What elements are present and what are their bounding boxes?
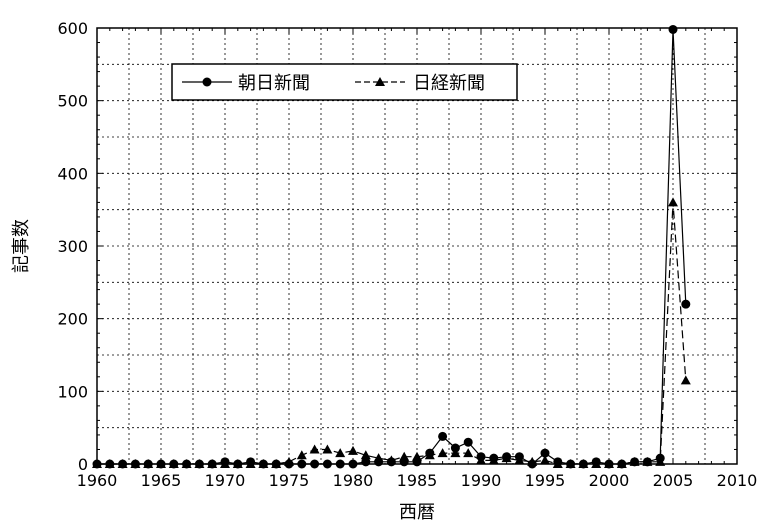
data-point-nikkei [501,453,512,463]
data-point-nikkei [348,445,358,455]
axis-ticks: 1960 1965 1970 1975 1980 1985 1990 1995 2000 2005… [57,19,757,490]
y-tick-label: 500 [57,92,88,111]
x-tick-label: 2005 [653,471,694,490]
legend-label-nikkei: 日経新聞 [413,73,485,94]
data-point-nikkei [309,444,320,454]
data-point-asahi [540,448,550,458]
data-point-nikkei [322,444,333,454]
y-tick-label: 0 [78,455,88,474]
data-point-asahi [463,437,473,447]
y-tick-label: 300 [57,237,88,256]
legend-marker-asahi [202,77,212,87]
data-point-nikkei [463,448,474,458]
legend-marker-nikkei [375,77,385,86]
x-tick-label: 1975 [269,471,310,490]
data-point-asahi [681,299,691,309]
data-point-nikkei [360,450,371,460]
data-point-nikkei [668,197,678,207]
data-point-nikkei [450,448,461,458]
series-line-nikkei [97,202,687,465]
x-tick-label: 1995 [525,471,566,490]
data-point-nikkei [514,455,525,465]
data-point-nikkei [373,453,384,463]
data-point-asahi [438,431,448,441]
x-tick-label: 1990 [461,471,502,490]
x-tick-label: 2000 [589,471,630,490]
legend-box [171,63,518,101]
data-point-nikkei [386,455,397,465]
data-point-asahi [450,443,460,453]
data-point-nikkei [296,450,307,460]
y-tick-label: 200 [57,310,88,329]
x-tick-label: 2010 [717,471,758,490]
y-tick-label: 400 [57,164,88,183]
y-tick-label: 100 [57,382,88,401]
data-point-nikkei [399,451,410,461]
x-axis-title: 西暦 [399,502,435,523]
legend-label-asahi: 朝日新聞 [238,73,310,94]
data-point-nikkei [335,448,346,458]
x-tick-label: 1980 [333,471,374,490]
data-point-nikkei [412,451,422,461]
x-tick-label: 1970 [205,471,246,490]
data-point-nikkei [424,450,435,460]
data-point-nikkei [680,375,691,385]
y-tick-label: 600 [57,19,88,38]
x-tick-label: 1985 [397,471,438,490]
y-axis-title: 記事数 [11,219,32,273]
data-point-nikkei [488,455,499,465]
x-tick-label: 1965 [141,471,182,490]
data-point-nikkei [437,448,448,458]
x-tick-label: 1960 [77,471,118,490]
legend: 朝日新聞 日経新聞 [171,63,518,101]
